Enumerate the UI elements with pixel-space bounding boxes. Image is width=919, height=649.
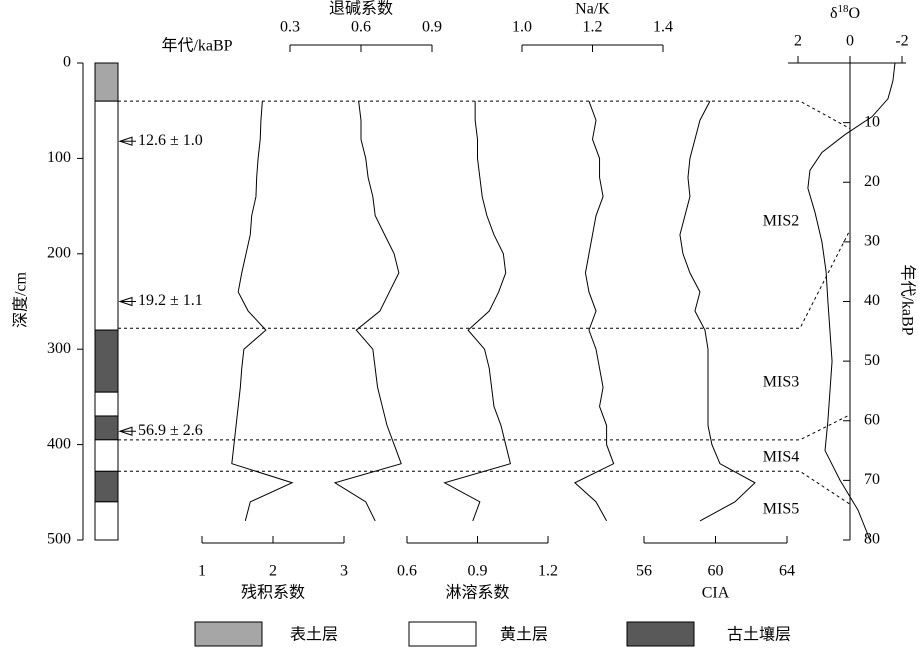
lithology-layer <box>94 501 119 541</box>
age-tick-label: 80 <box>864 531 880 548</box>
date-arrowhead <box>118 426 133 436</box>
y-tick-label: 100 <box>47 149 71 166</box>
x-axis-title: CIA <box>702 585 730 602</box>
legend-swatch <box>194 621 263 647</box>
date-label: 56.9 ± 2.6 <box>138 422 203 439</box>
proxy-curve <box>573 100 615 522</box>
age-tick-label: 60 <box>864 411 880 428</box>
x-tick-label: 64 <box>779 563 795 580</box>
y-tick-label: 200 <box>47 244 71 261</box>
stage-label: MIS4 <box>763 449 799 466</box>
x-axis-title: Na/K <box>575 1 610 18</box>
age-axis-label: 年代/kaBP <box>898 264 916 335</box>
x-tick-label: 1.2 <box>583 19 603 36</box>
boundary-line <box>118 470 851 505</box>
x-axis-title: 淋溶系数 <box>445 584 509 602</box>
legend-label: 黄土层 <box>500 626 548 644</box>
date-arrowhead <box>118 296 133 307</box>
lithology-layer <box>94 62 119 102</box>
y-tick-label: 300 <box>47 340 71 357</box>
x-tick-label: 1.0 <box>512 19 532 36</box>
legend-label: 古土壤层 <box>727 625 791 644</box>
lithology-layer <box>94 439 119 472</box>
age-tick-label: 30 <box>864 233 880 250</box>
stage-label: MIS2 <box>763 213 799 230</box>
x-tick-label: 1.2 <box>538 563 558 580</box>
x-tick-label: 1 <box>198 563 206 580</box>
x-tick-label: 0.9 <box>422 19 442 36</box>
x-tick-label: 0.6 <box>351 19 371 36</box>
stage-label: MIS5 <box>763 501 799 518</box>
proxy-curve <box>679 100 756 522</box>
depth-axis-label: 深度/cm <box>12 271 30 328</box>
isotope-tick-label: -2 <box>895 33 908 50</box>
stage-label: MIS3 <box>763 374 799 391</box>
x-tick-label: 2 <box>269 563 277 580</box>
x-tick-label: 60 <box>708 563 724 580</box>
boundary-line <box>118 229 851 329</box>
legend-swatch <box>626 621 695 647</box>
lithology-layer <box>94 329 119 393</box>
y-tick-label: 400 <box>47 435 71 452</box>
isotope-title-part: O <box>848 5 860 22</box>
x-axis-title: 残积系数 <box>241 584 305 602</box>
legend-swatch <box>408 621 477 647</box>
date-arrowhead <box>118 136 133 146</box>
legend-label: 表土层 <box>290 626 338 644</box>
age-column-label: 年代/kaBP <box>161 37 232 55</box>
x-tick-label: 0.6 <box>397 563 417 580</box>
date-label: 19.2 ± 1.1 <box>138 292 203 309</box>
isotope-curve <box>807 62 896 541</box>
boundary-line <box>118 100 851 130</box>
lithology-layer <box>94 391 119 417</box>
isotope-tick-label: 2 <box>794 33 802 50</box>
x-tick-label: 0.3 <box>280 19 300 36</box>
x-axis-title: 退碱系数 <box>329 0 393 18</box>
proxy-curve <box>231 101 294 522</box>
isotope-title-part: δ <box>830 5 838 22</box>
y-tick-label: 0 <box>63 54 71 71</box>
y-tick-label: 500 <box>47 531 71 548</box>
proxy-curve <box>333 101 402 522</box>
isotope-title: δ18O <box>830 3 860 22</box>
age-tick-label: 70 <box>864 471 880 488</box>
lithology-layer <box>94 100 119 331</box>
age-tick-label: 40 <box>864 292 880 309</box>
x-tick-label: 1.4 <box>653 19 673 36</box>
age-tick-label: 20 <box>864 173 880 190</box>
age-tick-label: 50 <box>864 352 880 369</box>
x-tick-label: 56 <box>636 563 652 580</box>
x-tick-label: 0.9 <box>468 563 488 580</box>
boundary-line <box>118 414 851 441</box>
proxy-curve <box>443 101 512 522</box>
lithology-layer <box>94 470 119 503</box>
lithology-layer <box>94 415 119 441</box>
date-label: 12.6 ± 1.0 <box>138 132 203 149</box>
x-tick-label: 3 <box>340 563 348 580</box>
isotope-tick-label: 0 <box>846 33 854 50</box>
age-tick-label: 10 <box>864 113 880 130</box>
isotope-title-part: 18 <box>837 3 849 15</box>
